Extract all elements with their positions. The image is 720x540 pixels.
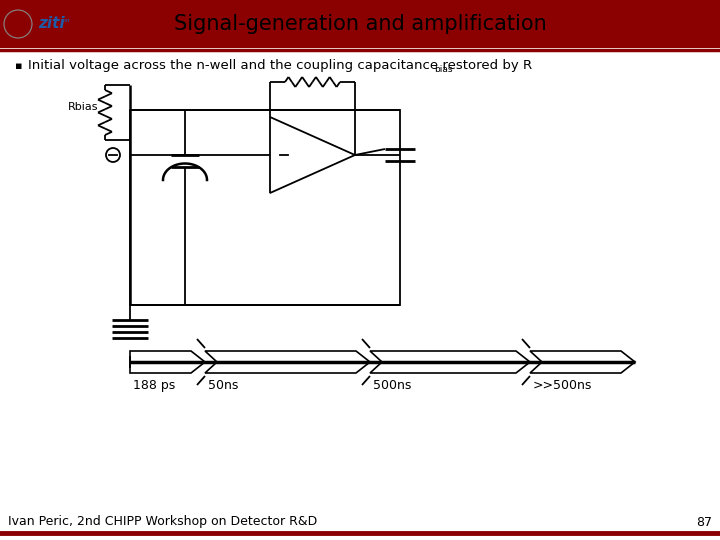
- Bar: [0, 0, 720, 48]
- Text: Ivan Peric, 2nd CHIPP Workshop on Detector R&D: Ivan Peric, 2nd CHIPP Workshop on Detect…: [8, 516, 318, 529]
- Text: 87: 87: [696, 516, 712, 529]
- Text: 500ns: 500ns: [373, 379, 411, 392]
- Text: Initial voltage across the n-well and the coupling capacitance restored by R: Initial voltage across the n-well and th…: [28, 59, 532, 72]
- Text: 50ns: 50ns: [208, 379, 238, 392]
- Bar: [130, 110, 400, 305]
- Text: Rbias: Rbias: [68, 103, 99, 112]
- Text: >>500ns: >>500ns: [533, 379, 593, 392]
- Text: Signal-generation and amplification: Signal-generation and amplification: [174, 14, 546, 34]
- Text: 188 ps: 188 ps: [133, 379, 175, 392]
- Text: ▪: ▪: [15, 61, 22, 71]
- Text: "": "": [61, 18, 70, 28]
- Text: bias: bias: [435, 64, 453, 73]
- Text: ziti: ziti: [38, 16, 65, 30]
